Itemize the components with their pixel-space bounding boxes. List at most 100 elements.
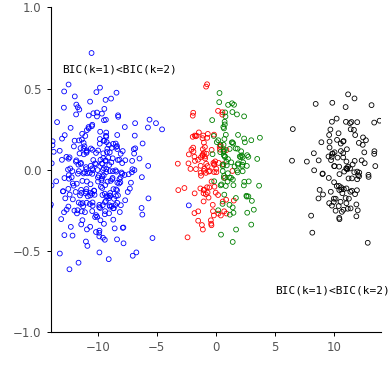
Point <box>197 186 203 192</box>
Point <box>348 119 354 125</box>
Point <box>65 204 72 210</box>
Point <box>336 183 342 189</box>
Point <box>72 138 78 144</box>
Point <box>95 175 101 180</box>
Point <box>241 113 247 119</box>
Point <box>63 154 70 160</box>
Point <box>289 158 295 163</box>
Point <box>325 154 331 159</box>
Point <box>80 203 86 209</box>
Point <box>210 208 216 214</box>
Point <box>225 102 231 108</box>
Point <box>103 139 110 145</box>
Point <box>83 189 89 194</box>
Point <box>114 237 120 242</box>
Point <box>244 194 250 200</box>
Point <box>244 163 250 169</box>
Point <box>229 100 235 106</box>
Point <box>256 183 262 189</box>
Point <box>87 170 93 176</box>
Point <box>109 203 115 209</box>
Point <box>200 153 206 159</box>
Point <box>211 162 217 168</box>
Point <box>224 179 231 184</box>
Point <box>116 157 123 163</box>
Point <box>87 224 93 230</box>
Point <box>78 221 84 227</box>
Point <box>245 179 252 184</box>
Point <box>89 200 96 206</box>
Point <box>101 221 107 227</box>
Point <box>126 171 132 177</box>
Point <box>351 127 357 133</box>
Point <box>371 151 377 157</box>
Point <box>103 117 109 123</box>
Point <box>95 179 101 184</box>
Point <box>228 175 234 181</box>
Point <box>231 198 237 204</box>
Point <box>317 187 323 193</box>
Point <box>336 215 342 221</box>
Point <box>89 171 95 177</box>
Point <box>121 172 128 178</box>
Point <box>235 161 241 166</box>
Point <box>68 174 75 180</box>
Point <box>70 180 76 186</box>
Point <box>103 134 109 140</box>
Point <box>218 182 224 187</box>
Point <box>62 196 68 201</box>
Point <box>351 169 357 175</box>
Point <box>131 151 137 156</box>
Point <box>222 175 228 181</box>
Point <box>83 150 89 156</box>
Point <box>328 157 334 163</box>
Point <box>65 186 72 192</box>
Point <box>105 155 111 161</box>
Point <box>103 130 109 135</box>
Point <box>89 165 95 171</box>
Point <box>198 163 204 169</box>
Point <box>339 209 345 215</box>
Point <box>107 204 113 210</box>
Point <box>73 111 79 117</box>
Point <box>145 124 151 130</box>
Point <box>230 182 237 188</box>
Point <box>49 138 56 144</box>
Point <box>74 207 81 213</box>
Point <box>235 162 241 168</box>
Point <box>105 256 112 262</box>
Point <box>237 154 243 159</box>
Point <box>87 99 93 104</box>
Point <box>371 120 377 125</box>
Point <box>102 97 109 103</box>
Point <box>257 135 263 141</box>
Point <box>340 150 346 156</box>
Point <box>228 159 234 165</box>
Point <box>70 196 76 202</box>
Point <box>97 136 103 142</box>
Point <box>153 120 159 126</box>
Point <box>211 169 217 175</box>
Point <box>368 102 375 108</box>
Point <box>110 217 116 223</box>
Point <box>76 168 82 174</box>
Point <box>200 135 206 141</box>
Point <box>347 166 353 172</box>
Point <box>68 125 74 131</box>
Point <box>230 177 236 183</box>
Point <box>117 179 123 185</box>
Point <box>86 124 92 130</box>
Point <box>120 225 126 231</box>
Point <box>129 166 135 172</box>
Point <box>212 158 218 164</box>
Point <box>216 160 222 166</box>
Point <box>343 165 349 171</box>
Point <box>106 210 112 216</box>
Point <box>347 206 354 211</box>
Point <box>340 207 347 213</box>
Point <box>359 158 365 163</box>
Point <box>331 179 337 185</box>
Point <box>92 214 98 220</box>
Point <box>104 146 110 152</box>
Point <box>181 185 187 191</box>
